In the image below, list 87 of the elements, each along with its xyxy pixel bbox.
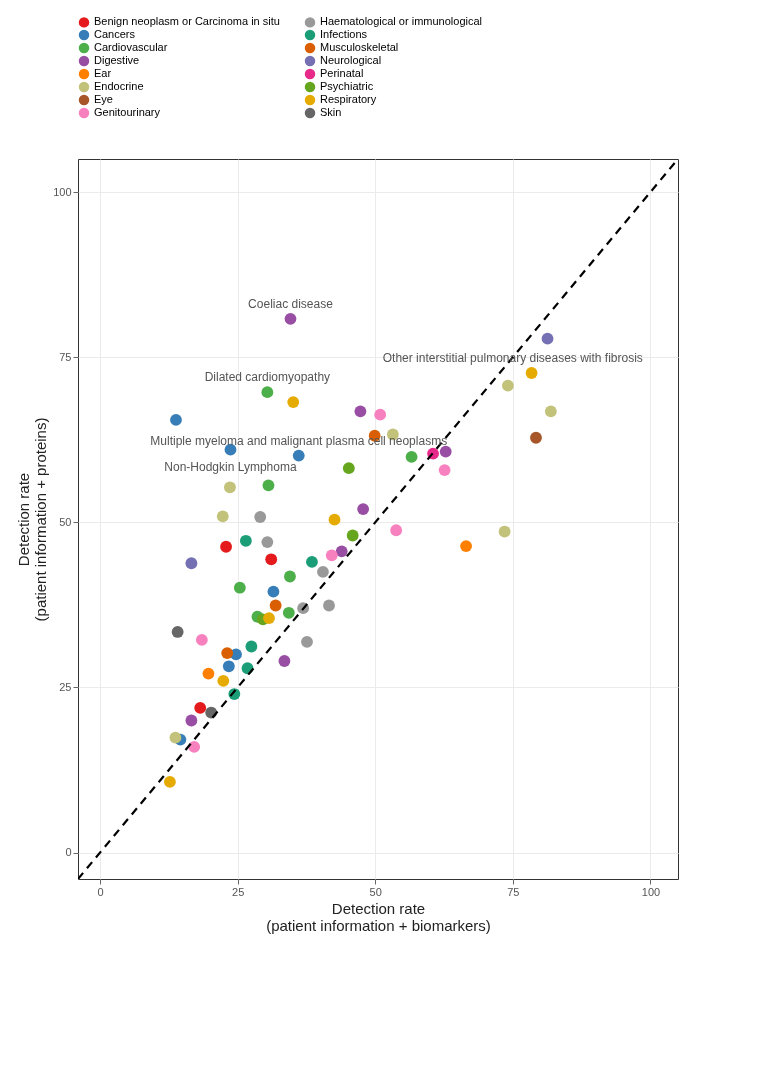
- legend-label: Cardiovascular: [94, 41, 168, 53]
- point: [525, 367, 538, 379]
- annotation: Dilated cardiomyopathy: [204, 370, 331, 385]
- point: [261, 536, 274, 549]
- point: [254, 511, 267, 523]
- point: [224, 481, 236, 494]
- annotation: Other interstitial pulmonary diseases with fibrosis: [382, 351, 643, 366]
- point: [335, 545, 348, 558]
- point: [216, 510, 229, 523]
- legend-label: Benign neoplasm or Carcinoma in situ: [94, 15, 280, 28]
- point: [267, 585, 280, 598]
- point: [357, 503, 370, 515]
- x-tick-label: 75: [507, 885, 520, 898]
- point: [287, 396, 300, 408]
- point: [438, 464, 451, 477]
- point: [265, 553, 278, 566]
- point: [269, 599, 282, 612]
- point: [262, 479, 275, 492]
- point: [544, 405, 557, 418]
- point: [317, 565, 329, 578]
- x-tick-label: 0: [97, 885, 104, 898]
- point: [217, 674, 230, 687]
- point: [169, 731, 182, 744]
- legend-label: Psychiatric: [320, 80, 374, 92]
- x-axis-title: Detection rate (patient information + biomarkers): [266, 899, 491, 934]
- point: [278, 655, 291, 667]
- point: [284, 570, 296, 583]
- point: [501, 379, 514, 392]
- y-tick-label: 25: [59, 680, 72, 693]
- point: [261, 386, 274, 399]
- y-tick-label: 50: [59, 515, 72, 528]
- legend-label: Skin: [320, 106, 342, 118]
- point: [239, 534, 252, 547]
- y-tick-label: 100: [53, 185, 72, 198]
- point: [284, 312, 297, 325]
- point: [323, 599, 335, 612]
- annotation: Coeliac disease: [248, 296, 334, 311]
- point: [342, 462, 355, 475]
- legend-label: Neurological: [320, 54, 382, 66]
- y-tick-label: 0: [65, 846, 72, 859]
- legend-label: Cancers: [94, 28, 136, 40]
- legend-label: Eye: [94, 93, 113, 105]
- x-tick-label: 50: [369, 885, 382, 898]
- legend-label: Musculoskeletal: [320, 41, 399, 53]
- point: [282, 606, 295, 619]
- point: [306, 556, 318, 568]
- point: [185, 714, 198, 727]
- point: [170, 414, 182, 426]
- legend-label: Respiratory: [320, 93, 377, 105]
- point: [405, 451, 418, 463]
- point: [346, 529, 359, 542]
- point: [185, 557, 198, 570]
- legend-label: Infections: [320, 28, 368, 40]
- point: [263, 612, 275, 624]
- legend-label: Endocrine: [94, 80, 144, 92]
- point: [292, 449, 305, 462]
- point: [325, 549, 338, 562]
- point: [164, 775, 176, 788]
- point: [374, 408, 387, 421]
- point: [390, 524, 403, 537]
- annotation: Non-Hodgkin Lymphoma: [164, 459, 297, 474]
- x-tick-label: 100: [641, 885, 661, 898]
- legend-label: Ear: [94, 67, 112, 79]
- point: [221, 647, 234, 659]
- point: [171, 626, 184, 638]
- point: [460, 540, 472, 552]
- point: [245, 640, 258, 653]
- point: [188, 740, 201, 753]
- y-tick-label: 75: [59, 350, 72, 363]
- point: [301, 635, 313, 648]
- point: [220, 540, 232, 553]
- legend-label: Haematological or immunological: [320, 15, 483, 28]
- point: [233, 581, 246, 594]
- point: [530, 431, 542, 444]
- point: [195, 633, 208, 646]
- x-tick-label: 25: [232, 885, 245, 898]
- point: [194, 702, 207, 714]
- point: [202, 667, 215, 680]
- legend-label: Digestive: [94, 54, 140, 66]
- point: [541, 332, 554, 345]
- legend-label: Genitourinary: [94, 106, 161, 118]
- point: [222, 660, 235, 673]
- point: [328, 513, 341, 526]
- y-axis-title: Detection rate (patient information + proteins): [15, 417, 50, 622]
- point: [498, 525, 511, 538]
- legend-label: Perinatal: [320, 67, 364, 79]
- point: [354, 405, 367, 418]
